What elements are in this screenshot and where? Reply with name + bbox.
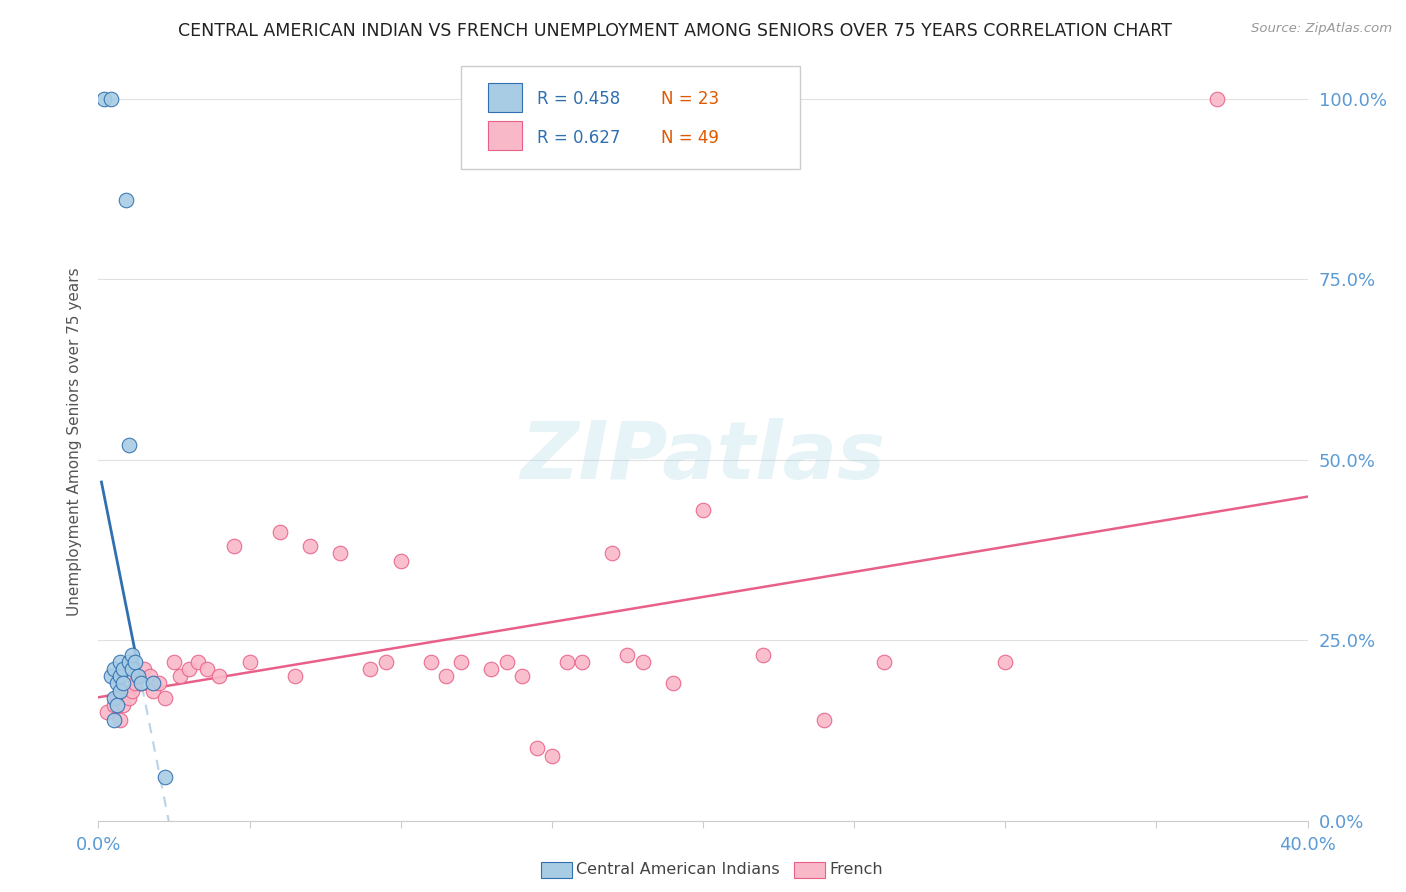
- Y-axis label: Unemployment Among Seniors over 75 years: Unemployment Among Seniors over 75 years: [67, 268, 83, 615]
- Point: [602, 546, 624, 560]
- Point: [100, 91, 122, 105]
- Point: [269, 524, 291, 539]
- Point: [692, 503, 714, 517]
- Point: [127, 669, 149, 683]
- Point: [118, 438, 141, 452]
- Text: ZIPatlas: ZIPatlas: [520, 417, 886, 496]
- Point: [163, 655, 186, 669]
- Text: Central American Indians: Central American Indians: [576, 863, 780, 877]
- Point: [994, 655, 1017, 669]
- Point: [360, 662, 382, 676]
- Point: [108, 655, 131, 669]
- Point: [571, 655, 593, 669]
- Text: Source: ZipAtlas.com: Source: ZipAtlas.com: [1251, 22, 1392, 36]
- Point: [132, 662, 155, 676]
- Point: [510, 669, 533, 683]
- Point: [284, 669, 307, 683]
- Point: [450, 655, 472, 669]
- Point: [118, 655, 141, 669]
- Point: [118, 690, 141, 705]
- Text: N = 23: N = 23: [661, 90, 718, 108]
- Point: [208, 669, 231, 683]
- Point: [105, 676, 128, 690]
- Point: [114, 193, 136, 207]
- Point: [93, 91, 115, 105]
- Point: [100, 669, 122, 683]
- Point: [153, 770, 176, 784]
- Point: [1206, 91, 1229, 105]
- Point: [169, 669, 191, 683]
- Point: [148, 676, 170, 690]
- Text: R = 0.458: R = 0.458: [537, 90, 620, 108]
- Point: [752, 648, 775, 662]
- Point: [127, 669, 149, 683]
- Point: [555, 655, 578, 669]
- Point: [142, 676, 165, 690]
- Point: [139, 669, 162, 683]
- Text: French: French: [830, 863, 883, 877]
- FancyBboxPatch shape: [488, 120, 522, 150]
- Point: [481, 662, 503, 676]
- Point: [111, 698, 134, 712]
- Point: [329, 546, 352, 560]
- Point: [105, 698, 128, 712]
- Point: [420, 655, 443, 669]
- Point: [813, 713, 835, 727]
- Point: [129, 676, 152, 690]
- FancyBboxPatch shape: [461, 66, 800, 169]
- Point: [108, 713, 131, 727]
- Point: [121, 662, 143, 676]
- Point: [103, 713, 125, 727]
- Point: [179, 662, 201, 676]
- Point: [631, 655, 654, 669]
- Point: [108, 669, 131, 683]
- Point: [142, 683, 165, 698]
- Point: [374, 655, 396, 669]
- Text: R = 0.627: R = 0.627: [537, 129, 620, 147]
- Point: [224, 539, 246, 553]
- Point: [873, 655, 896, 669]
- Point: [124, 676, 146, 690]
- Text: N = 49: N = 49: [661, 129, 718, 147]
- Point: [195, 662, 218, 676]
- Point: [389, 554, 412, 568]
- Point: [111, 676, 134, 690]
- Point: [239, 655, 262, 669]
- Point: [299, 539, 322, 553]
- Point: [108, 683, 131, 698]
- Point: [96, 706, 118, 720]
- Point: [153, 690, 176, 705]
- Point: [495, 655, 517, 669]
- Point: [105, 690, 128, 705]
- Point: [540, 748, 562, 763]
- Point: [661, 676, 683, 690]
- Text: CENTRAL AMERICAN INDIAN VS FRENCH UNEMPLOYMENT AMONG SENIORS OVER 75 YEARS CORRE: CENTRAL AMERICAN INDIAN VS FRENCH UNEMPL…: [179, 22, 1171, 40]
- Point: [124, 655, 146, 669]
- FancyBboxPatch shape: [488, 83, 522, 112]
- Point: [103, 662, 125, 676]
- Point: [103, 690, 125, 705]
- Point: [434, 669, 457, 683]
- Point: [121, 683, 143, 698]
- Point: [121, 648, 143, 662]
- Point: [187, 655, 209, 669]
- Point: [526, 741, 548, 756]
- Point: [111, 662, 134, 676]
- Point: [616, 648, 638, 662]
- Point: [103, 698, 125, 712]
